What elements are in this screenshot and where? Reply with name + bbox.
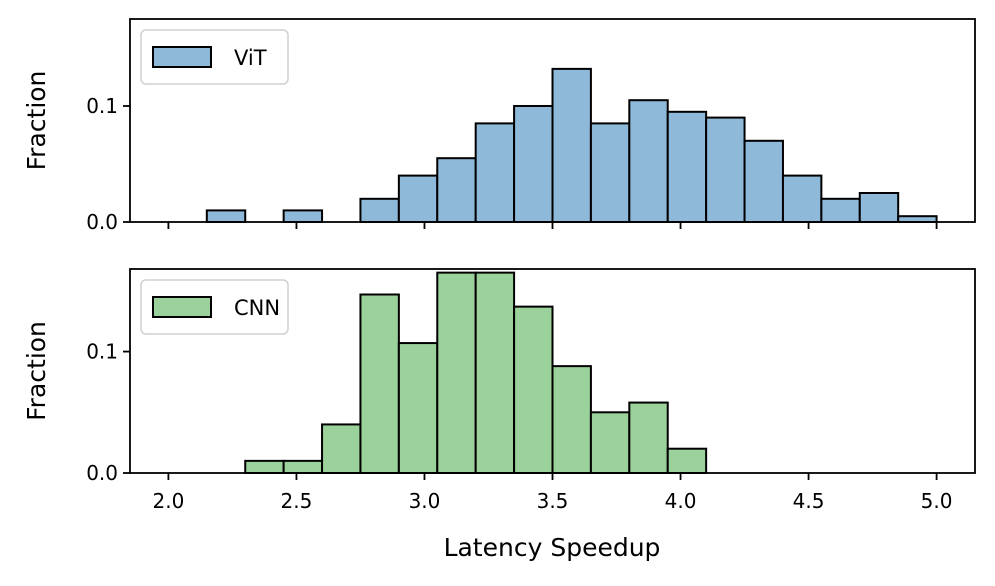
x-axis-label: Latency Speedup bbox=[444, 533, 661, 562]
cnn-bar bbox=[513, 305, 554, 475]
vit-bar bbox=[513, 105, 554, 223]
cnn-legend-box bbox=[140, 279, 289, 335]
cnn-bar bbox=[474, 271, 516, 475]
x-tick-label: 5.0 bbox=[921, 489, 953, 513]
cnn-legend: CNN bbox=[140, 279, 289, 335]
vit-bar bbox=[628, 99, 669, 223]
vit-legend-label: ViT bbox=[234, 46, 267, 70]
vit-panel: 0.0 0.1 Fraction ViT bbox=[22, 18, 976, 234]
vit-bar bbox=[858, 192, 900, 223]
vit-bar bbox=[205, 209, 247, 223]
vit-bar bbox=[359, 197, 400, 224]
vit-bar bbox=[474, 122, 516, 223]
vit-bar bbox=[743, 139, 784, 223]
cnn-bar bbox=[589, 411, 631, 475]
vit-bar bbox=[781, 174, 823, 224]
vit-legend-swatch bbox=[152, 46, 212, 68]
cnn-bar bbox=[282, 459, 324, 474]
cnn-bar bbox=[244, 459, 285, 474]
cnn-y-tick-label: 0.0 bbox=[86, 461, 118, 485]
vit-legend-box bbox=[140, 29, 289, 85]
vit-legend: ViT bbox=[140, 29, 289, 85]
cnn-legend-label: CNN bbox=[234, 296, 280, 320]
cnn-bar bbox=[321, 423, 362, 474]
vit-y-axis-label: Fraction bbox=[22, 71, 51, 171]
cnn-bar bbox=[397, 342, 439, 474]
cnn-bar bbox=[628, 401, 669, 475]
cnn-bar bbox=[551, 365, 592, 475]
x-tick-label: 3.0 bbox=[409, 489, 441, 513]
cnn-bar bbox=[359, 293, 400, 474]
vit-bar bbox=[282, 209, 324, 223]
panels-layer: 0.0 0.1 Fraction ViT 0.0 0.1 2.0 2.5 3.0 3.5 4.0 4.… bbox=[22, 18, 976, 513]
x-tick-label: 2.5 bbox=[281, 489, 313, 513]
cnn-bar bbox=[436, 271, 477, 475]
vit-bar bbox=[666, 110, 708, 223]
cnn-y-axis-label: Fraction bbox=[22, 321, 51, 421]
x-tick-label: 2.0 bbox=[153, 489, 185, 513]
cnn-y-tick-label: 0.1 bbox=[86, 340, 118, 364]
x-tick-label: 4.0 bbox=[665, 489, 697, 513]
vit-y-tick-label: 0.1 bbox=[86, 94, 118, 118]
vit-bar bbox=[397, 174, 439, 224]
vit-bar bbox=[551, 67, 592, 223]
vit-bar bbox=[705, 116, 746, 223]
cnn-legend-swatch bbox=[152, 296, 212, 318]
cnn-bar bbox=[666, 447, 708, 474]
vit-bar bbox=[820, 197, 861, 224]
x-tick-label: 4.5 bbox=[793, 489, 825, 513]
vit-bar bbox=[436, 157, 477, 223]
x-tick-label: 3.5 bbox=[537, 489, 569, 513]
cnn-panel: 0.0 0.1 2.0 2.5 3.0 3.5 4.0 4.5 5.0 Fraction CNN bbox=[22, 268, 976, 513]
vit-bar bbox=[589, 122, 631, 223]
vit-y-tick-label: 0.0 bbox=[86, 210, 118, 234]
